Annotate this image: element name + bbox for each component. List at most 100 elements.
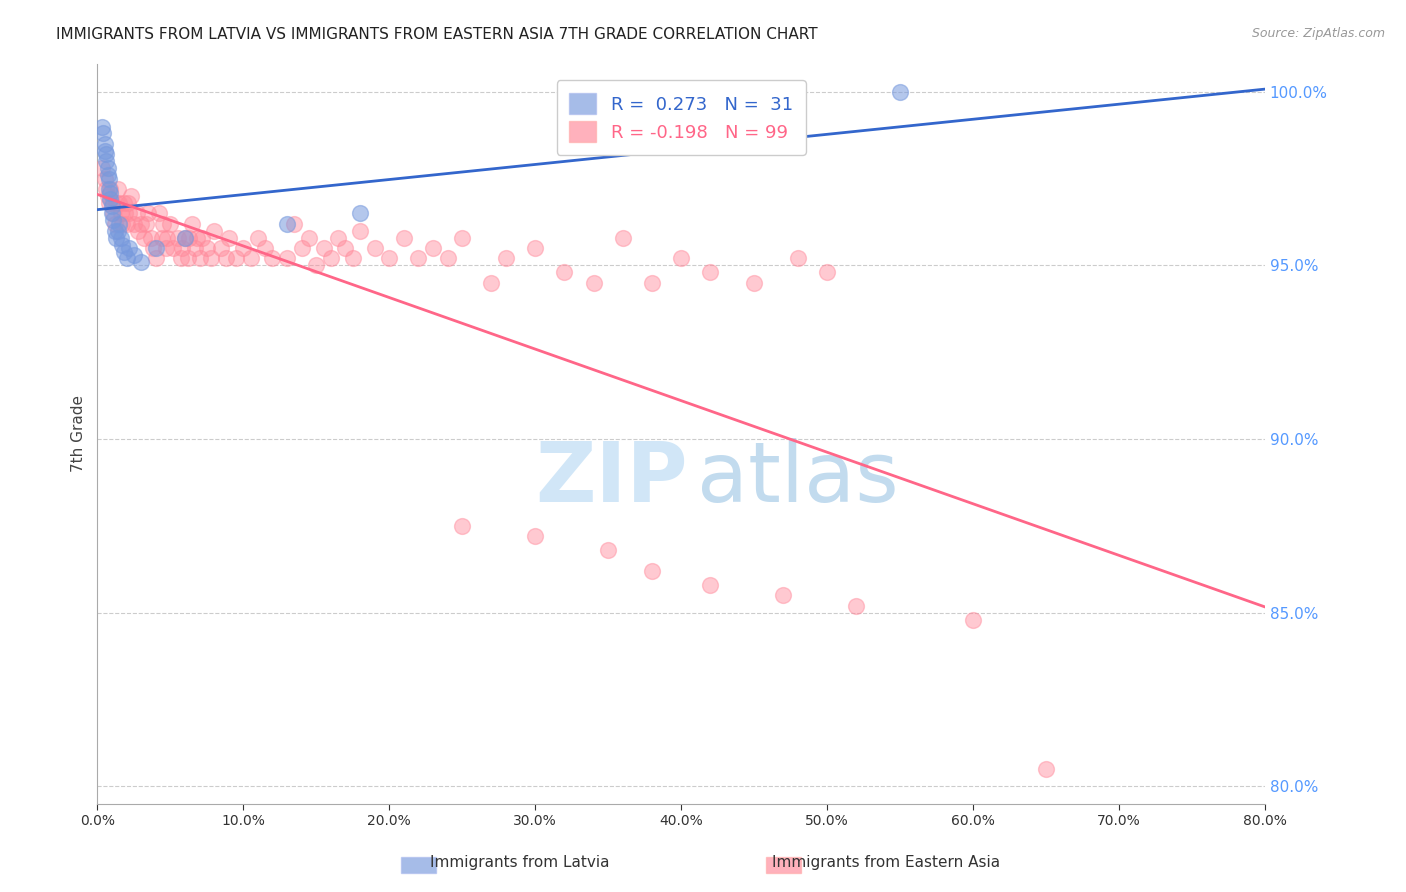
Point	[97, 168, 120, 182]
Point	[254, 241, 277, 255]
Point	[118, 241, 141, 255]
Point	[152, 217, 174, 231]
Point	[276, 252, 298, 266]
Point	[669, 252, 692, 266]
Point	[232, 241, 254, 255]
Point	[115, 252, 138, 266]
Point	[262, 252, 284, 266]
Point	[162, 241, 184, 255]
Point	[422, 241, 444, 255]
Point	[111, 237, 134, 252]
Point	[174, 230, 197, 244]
Point	[112, 244, 135, 259]
Point	[100, 182, 122, 196]
Point	[110, 230, 132, 244]
Point	[122, 248, 145, 262]
Point	[378, 252, 401, 266]
Point	[97, 189, 120, 203]
Point	[150, 230, 173, 244]
Point	[524, 529, 547, 543]
Point	[612, 230, 634, 244]
Point	[105, 195, 128, 210]
Point	[815, 265, 838, 279]
Point	[451, 518, 474, 533]
Point	[283, 217, 305, 231]
Point	[117, 195, 139, 210]
Point	[209, 241, 232, 255]
Point	[101, 206, 124, 220]
Point	[202, 224, 225, 238]
Point	[94, 182, 117, 196]
Point	[129, 255, 152, 269]
Text: Immigrants from Eastern Asia: Immigrants from Eastern Asia	[772, 855, 1000, 870]
Point	[118, 206, 141, 220]
Point	[582, 276, 605, 290]
Point	[225, 252, 247, 266]
Point	[845, 599, 868, 613]
Point	[148, 206, 170, 220]
Point	[218, 230, 240, 244]
Point	[107, 182, 129, 196]
Point	[156, 230, 179, 244]
Point	[246, 230, 269, 244]
Point	[93, 171, 115, 186]
Point	[138, 206, 160, 220]
Point	[174, 230, 197, 244]
Point	[786, 252, 808, 266]
Point	[94, 147, 117, 161]
Point	[90, 120, 112, 134]
Point	[107, 224, 129, 238]
Text: IMMIGRANTS FROM LATVIA VS IMMIGRANTS FROM EASTERN ASIA 7TH GRADE CORRELATION CHA: IMMIGRANTS FROM LATVIA VS IMMIGRANTS FRO…	[56, 27, 818, 42]
Point	[170, 241, 193, 255]
Point	[104, 224, 127, 238]
Point	[181, 217, 204, 231]
Point	[100, 193, 122, 207]
Point	[114, 206, 136, 220]
Point	[120, 189, 142, 203]
Text: ZIP: ZIP	[534, 438, 688, 518]
Point	[408, 252, 430, 266]
Point	[436, 252, 458, 266]
Point	[110, 206, 132, 220]
Text: Immigrants from Latvia: Immigrants from Latvia	[430, 855, 610, 870]
Point	[598, 543, 620, 558]
Point	[319, 252, 342, 266]
Point	[112, 195, 135, 210]
Point	[495, 252, 517, 266]
Point	[641, 564, 664, 578]
Point	[100, 186, 122, 200]
Point	[1035, 762, 1057, 776]
Y-axis label: 7th Grade: 7th Grade	[72, 395, 86, 472]
Point	[98, 195, 121, 210]
Point	[641, 276, 664, 290]
Point	[195, 241, 218, 255]
Point	[93, 144, 115, 158]
Point	[772, 588, 794, 602]
Point	[104, 217, 127, 231]
Point	[298, 230, 321, 244]
Point	[159, 217, 181, 231]
Point	[184, 241, 207, 255]
Point	[155, 241, 177, 255]
Point	[142, 241, 165, 255]
Point	[105, 230, 128, 244]
Point	[115, 217, 138, 231]
Point	[179, 230, 201, 244]
Point	[553, 265, 575, 279]
Point	[312, 241, 335, 255]
Point	[93, 136, 115, 151]
Point	[200, 252, 222, 266]
Point	[169, 252, 191, 266]
Point	[186, 230, 208, 244]
Point	[177, 252, 200, 266]
Point	[335, 241, 357, 255]
Point	[166, 230, 188, 244]
Point	[90, 161, 112, 176]
Point	[103, 206, 125, 220]
Point	[363, 241, 385, 255]
Point	[889, 85, 911, 99]
Point	[97, 161, 120, 176]
Legend: R =  0.273   N =  31, R = -0.198   N = 99: R = 0.273 N = 31, R = -0.198 N = 99	[557, 80, 806, 154]
Point	[699, 578, 721, 592]
Point	[103, 213, 125, 227]
